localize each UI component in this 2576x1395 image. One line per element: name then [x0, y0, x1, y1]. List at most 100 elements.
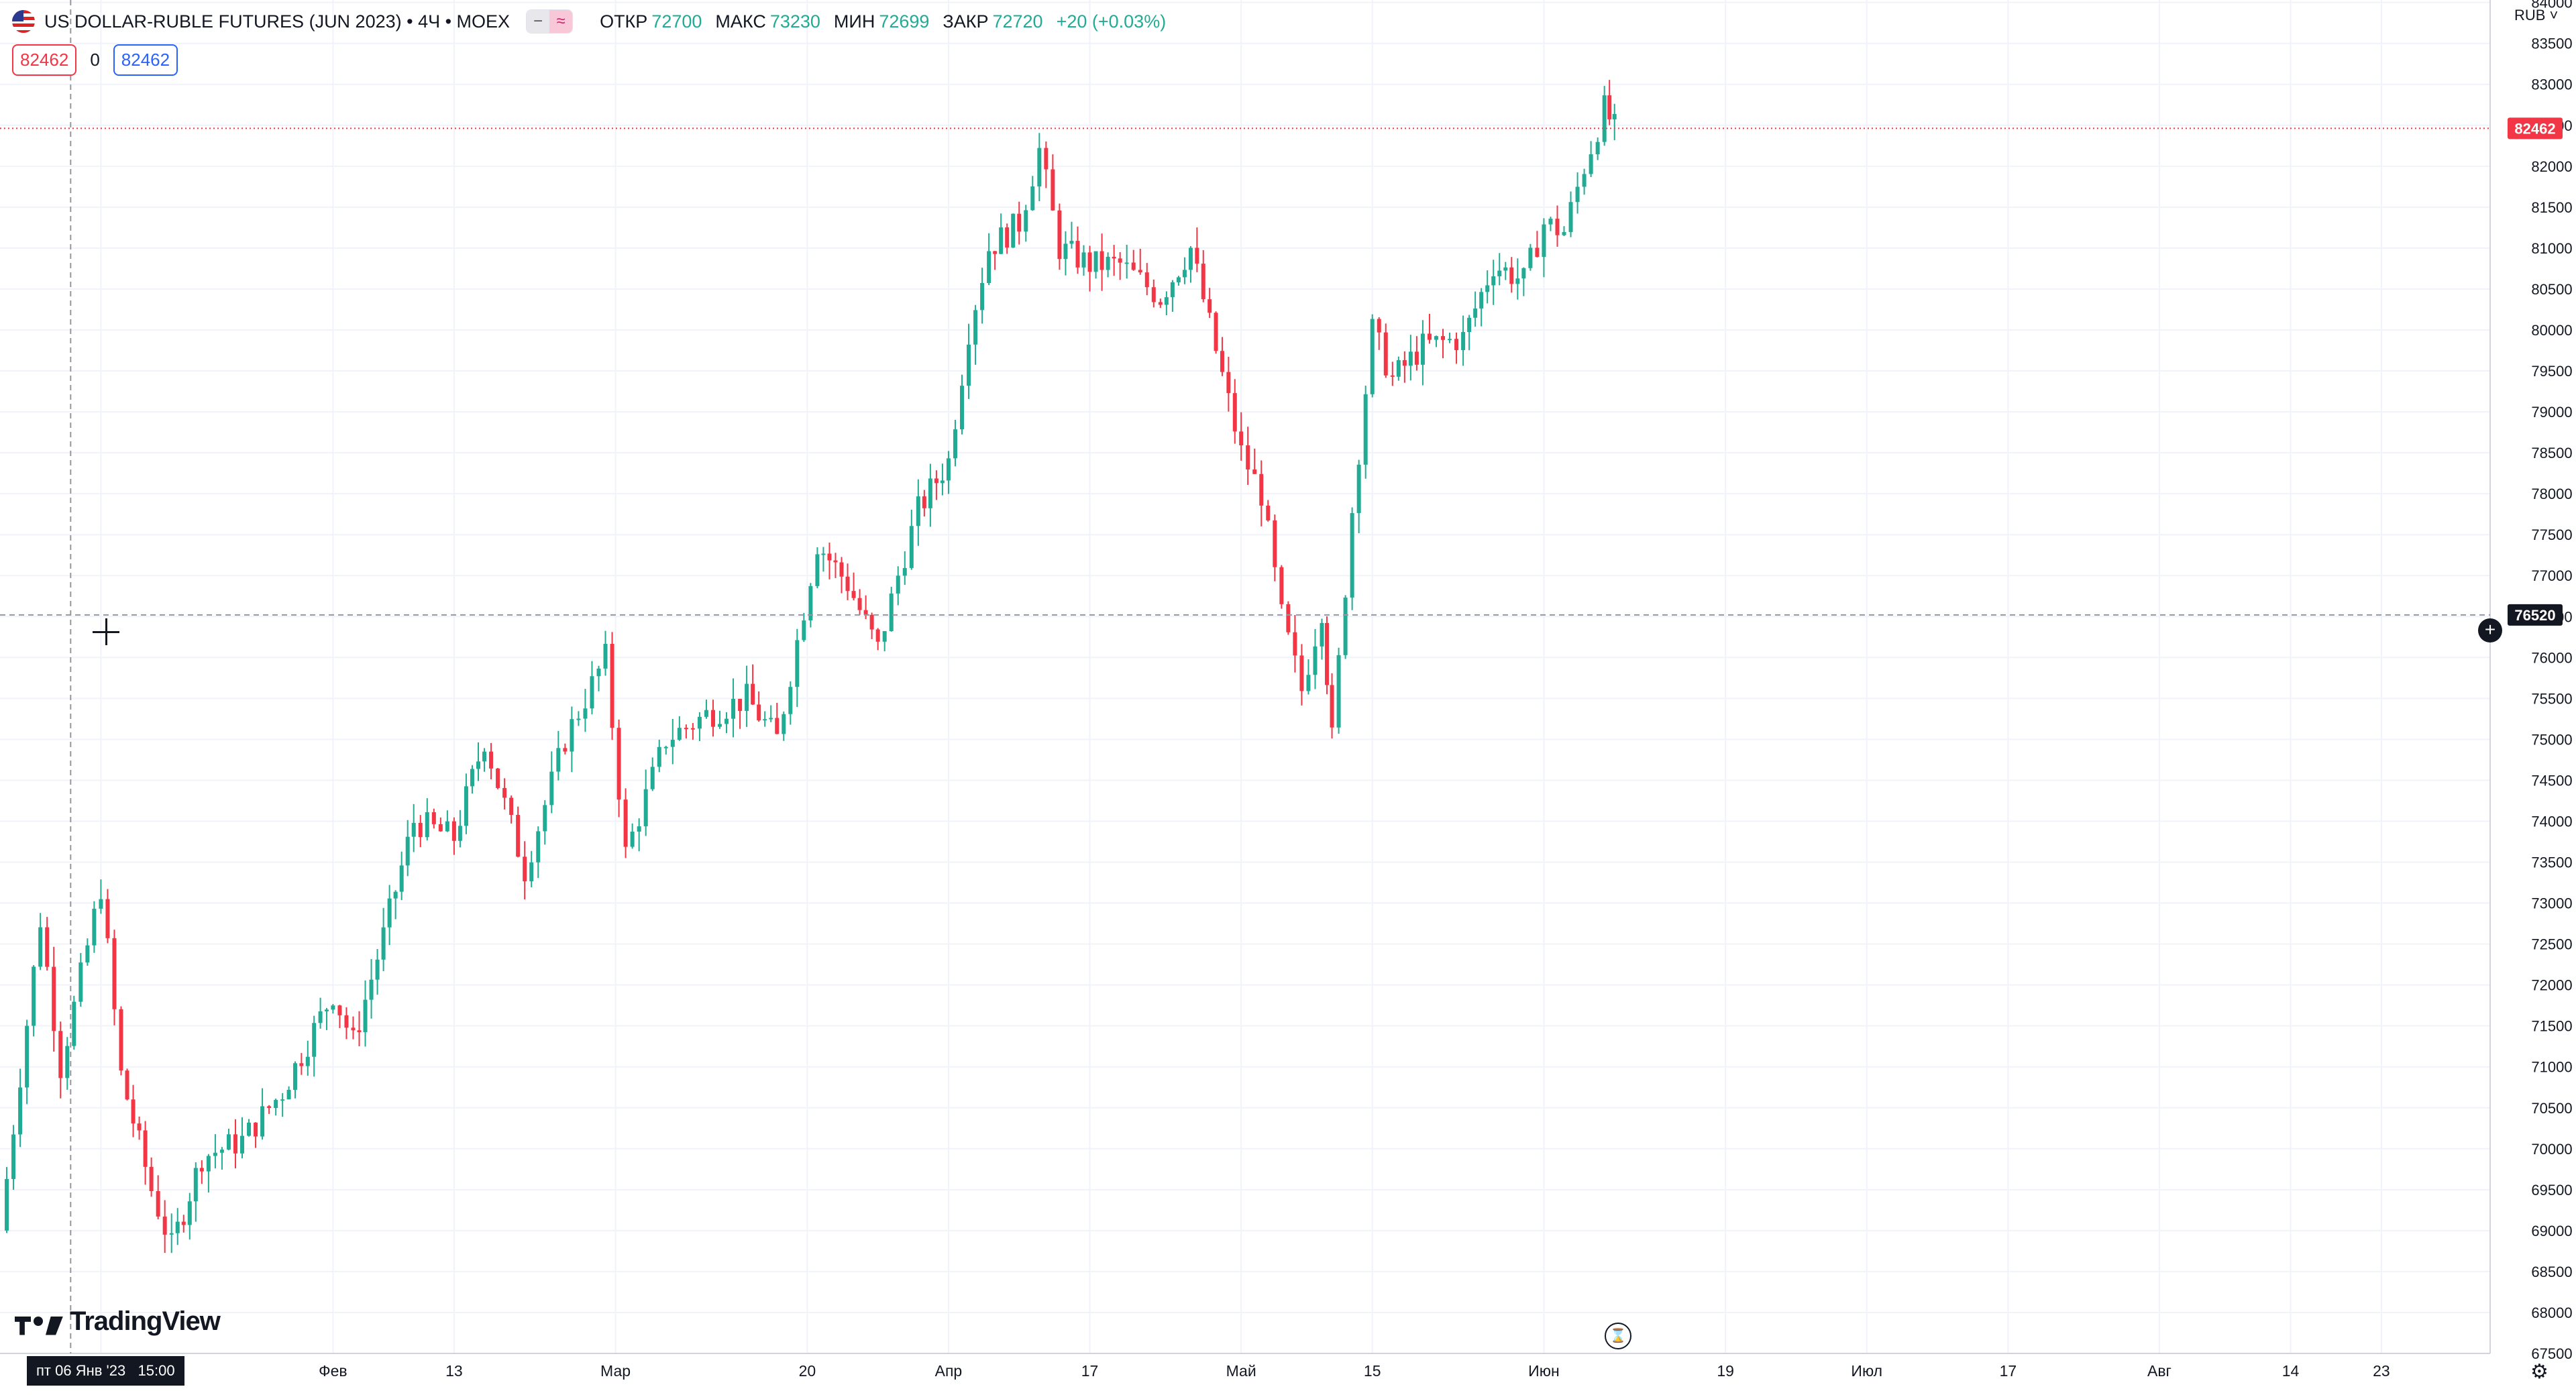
- candle-body: [112, 938, 117, 1009]
- sell-button[interactable]: 82462: [12, 44, 77, 76]
- candle-body: [425, 812, 429, 838]
- buy-button[interactable]: 82462: [113, 44, 178, 76]
- candle-body: [670, 740, 675, 747]
- candle-body: [369, 979, 374, 1000]
- open-label: ОТКР: [600, 11, 648, 32]
- candle-body: [902, 567, 907, 576]
- crosshair-time-label: пт 06 Янв '23 15:00: [27, 1356, 184, 1386]
- candle-body: [169, 1233, 174, 1235]
- candle-body: [616, 728, 621, 800]
- hourglass-icon[interactable]: ⌛: [1605, 1323, 1631, 1349]
- candle-body: [119, 1009, 123, 1071]
- y-tick-label: 73500: [2531, 854, 2572, 871]
- candle-body: [181, 1221, 186, 1225]
- candle-body: [351, 1027, 356, 1031]
- candle-body: [1479, 292, 1484, 309]
- candle-body: [889, 593, 894, 631]
- candle-body: [5, 1178, 9, 1231]
- high-value: 73230: [769, 11, 820, 32]
- gear-icon[interactable]: ⚙: [2530, 1361, 2548, 1383]
- candle-body: [827, 553, 832, 561]
- candle-body: [1081, 252, 1086, 268]
- candle-body: [536, 831, 541, 862]
- y-tick-label: 68000: [2531, 1304, 2572, 1321]
- candle-body: [637, 826, 641, 832]
- tradingview-logo[interactable]: TradingView: [15, 1306, 221, 1337]
- candle-body: [563, 748, 568, 752]
- candle-body: [247, 1122, 252, 1136]
- y-tick-label: 69000: [2531, 1223, 2572, 1239]
- candle-body: [240, 1135, 245, 1154]
- candle-body: [187, 1201, 192, 1225]
- candle-body: [175, 1221, 180, 1233]
- y-tick-label: 76000: [2531, 649, 2572, 666]
- candle-body: [610, 644, 614, 728]
- candle-body: [11, 1134, 16, 1179]
- crosshair-price-bg: [2508, 604, 2563, 626]
- candle-body: [643, 789, 648, 827]
- x-tick-label: 19: [1717, 1362, 1734, 1380]
- candle-body: [928, 478, 932, 508]
- candle-body: [1176, 277, 1181, 282]
- candle-body: [318, 1011, 323, 1023]
- candle-body: [1434, 336, 1438, 340]
- candle-body: [32, 966, 36, 1026]
- add-plus-icon[interactable]: +: [2478, 618, 2502, 643]
- candle-body: [1093, 251, 1098, 272]
- candle-body: [815, 554, 820, 586]
- candle-body: [324, 1009, 329, 1011]
- candle-body: [58, 1031, 63, 1078]
- currency-selector[interactable]: RUB ˅: [2514, 7, 2559, 23]
- candle-body: [1491, 276, 1496, 286]
- last-price-label: 82462: [2514, 120, 2555, 137]
- candle-body: [489, 751, 494, 769]
- candle-body: [451, 821, 456, 841]
- candle-body: [757, 704, 761, 721]
- candle-body: [863, 610, 868, 615]
- candle-body: [657, 746, 661, 767]
- candle-body: [131, 1099, 136, 1124]
- candle-body: [1383, 332, 1388, 376]
- candle-body: [1497, 270, 1502, 276]
- candle-body: [1037, 148, 1042, 186]
- open-value: 72700: [651, 11, 702, 32]
- y-tick-label: 74000: [2531, 813, 2572, 830]
- candle-body: [1226, 372, 1231, 394]
- candle-body: [337, 1005, 342, 1015]
- y-tick-label: 81500: [2531, 199, 2572, 216]
- display-mode-toggle[interactable]: − ≈: [526, 9, 574, 34]
- x-tick-label: 17: [2000, 1362, 2017, 1380]
- candle-body: [1214, 313, 1218, 351]
- minus-icon[interactable]: −: [527, 10, 550, 33]
- candle-body: [137, 1123, 142, 1131]
- candle-body: [292, 1063, 297, 1090]
- candle-body: [1602, 95, 1607, 142]
- candle-body: [438, 824, 443, 832]
- crosshair-cursor: [93, 618, 119, 645]
- candle-body: [393, 891, 398, 899]
- candle-body: [751, 683, 755, 705]
- symbol-legend: US DOLLAR-RUBLE FUTURES (JUN 2023) • 4Ч …: [12, 7, 1166, 36]
- candle-body: [45, 927, 50, 967]
- candle-body: [973, 310, 978, 345]
- candle-body: [99, 899, 103, 909]
- y-tick-label: 67500: [2531, 1345, 2572, 1362]
- candle-body: [953, 429, 957, 459]
- candle-body: [738, 698, 743, 712]
- candle-body: [1087, 252, 1092, 272]
- approx-icon[interactable]: ≈: [549, 10, 573, 33]
- candle-body: [1057, 210, 1062, 260]
- candle-body: [496, 768, 500, 788]
- candle-body: [1306, 675, 1311, 691]
- candle-body: [1377, 319, 1381, 333]
- candle-body: [1220, 351, 1224, 372]
- candle-body: [52, 966, 56, 1031]
- candle-body: [1182, 270, 1187, 278]
- symbol-title[interactable]: US DOLLAR-RUBLE FUTURES (JUN 2023) • 4Ч …: [44, 11, 511, 32]
- candle-body: [357, 1030, 362, 1033]
- candle-body: [445, 821, 449, 832]
- candle-body: [839, 562, 844, 577]
- candle-body: [690, 728, 695, 730]
- candle-body: [18, 1087, 23, 1135]
